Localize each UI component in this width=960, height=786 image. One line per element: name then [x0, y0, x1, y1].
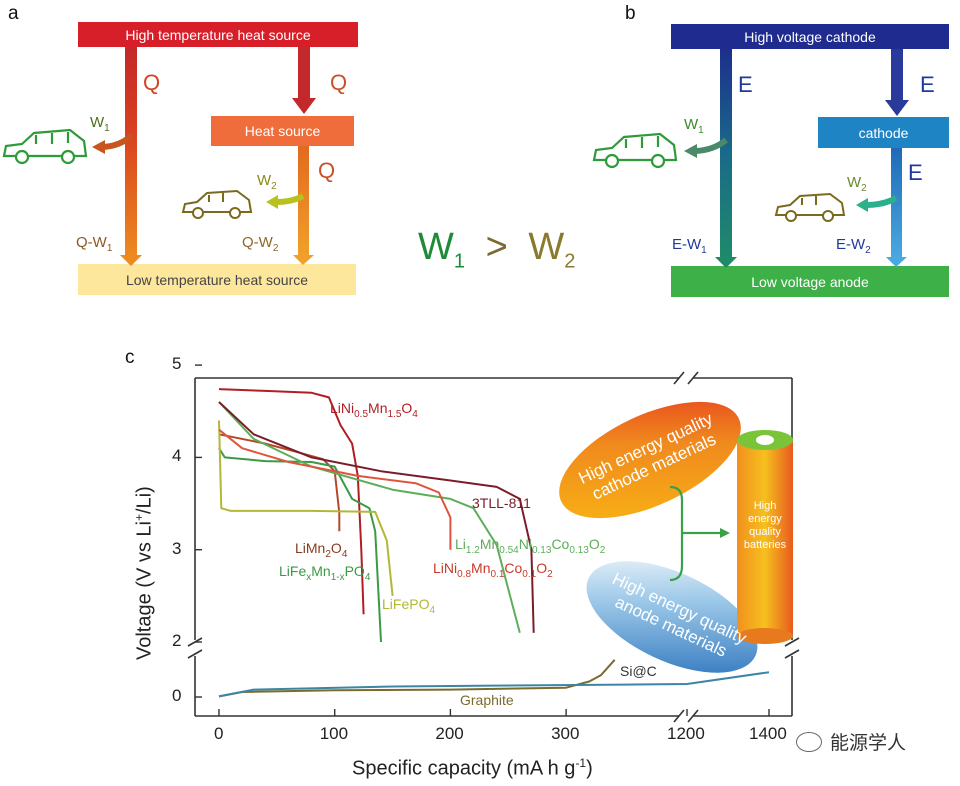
y-tick-label: 0 — [172, 686, 182, 705]
series-line-7 — [218, 659, 616, 698]
cathode-label: cathode — [858, 124, 909, 141]
chart-curves — [218, 388, 770, 698]
energy-flow-arrow-main-head — [715, 257, 737, 268]
w2-label-b: W2 — [847, 174, 867, 194]
low-temperature-source-box: Low temperature heat source — [78, 264, 356, 295]
x-tick-label: 1400 — [749, 724, 787, 743]
energy-flow-arrow-second-head — [886, 257, 907, 267]
y-axis-title: Voltage (V vs Li+/Li) — [132, 486, 156, 660]
car-icon-small-a — [181, 189, 253, 219]
heat-flow-arrow-to-source — [298, 47, 310, 101]
panel-b-letter: b — [625, 3, 636, 24]
heat-source-label: Heat source — [244, 123, 321, 139]
axis-tick-marks — [195, 364, 770, 716]
car-icon-small-b — [774, 192, 846, 222]
panel-a-arrows — [92, 47, 316, 266]
energy-flow-arrow-to-cathode-head — [885, 100, 909, 116]
panel-c-letter: c — [125, 347, 135, 368]
series-line-2 — [218, 447, 382, 643]
heat-flow-arrow-second — [298, 146, 309, 256]
x-tick-label: 1200 — [667, 724, 705, 743]
work-arrow-w2-a-head — [266, 195, 278, 209]
work-arrow-w2-a — [275, 193, 305, 205]
curve-label-lifepo4: LiFePO4 — [382, 596, 436, 616]
heat-source-box: Heat source — [211, 116, 354, 146]
series-line-0 — [218, 388, 365, 615]
watermark: 能源学人 — [796, 728, 906, 755]
x-tick-label: 100 — [319, 724, 349, 743]
work-arrow-w2-b-head — [856, 198, 868, 212]
anode-materials-bubble — [586, 561, 758, 673]
q-label-3: Q — [318, 158, 336, 183]
w1-label-b: W1 — [684, 116, 704, 136]
car-icon-large-b — [592, 132, 678, 169]
y-tick-label: 5 — [172, 354, 182, 374]
q-label-2: Q — [330, 70, 348, 95]
x-axis-title: Specific capacity (mA h g-1) — [352, 756, 593, 780]
w1-label-a: W1 — [90, 114, 110, 134]
energy-flow-arrow-main — [720, 49, 732, 259]
cathode-materials-bubble — [559, 401, 741, 519]
series-line-4 — [218, 401, 521, 634]
y-tick-label: 3 — [172, 538, 182, 558]
low-voltage-anode-label: Low voltage anode — [751, 273, 869, 290]
curve-label-li-rich: Li1.2Mn0.54Ni0.13Co0.13O2 — [455, 536, 606, 556]
curve-label-graphite: Graphite — [460, 692, 514, 708]
panel-b-arrows — [684, 49, 909, 268]
q-minus-w2-label: Q-W2 — [242, 234, 279, 254]
heat-flow-arrow-to-source-head — [292, 98, 316, 114]
battery-icon — [737, 430, 793, 644]
curve-label-lifemnpo4: LiFexMn1-xPO4 — [279, 563, 371, 583]
work-arrow-w1-a — [102, 133, 134, 150]
w2-label-a: W2 — [257, 172, 277, 192]
energy-flow-arrow-to-cathode — [891, 49, 903, 103]
high-temperature-source-box: High temperature heat source — [78, 22, 358, 47]
heat-flow-arrow-main-head — [120, 255, 142, 266]
efficiency-comparison: W1 > W2 — [418, 226, 576, 273]
y-tick-label: 2 — [172, 631, 182, 650]
y-tick-label: 4 — [172, 446, 182, 466]
e-label-1: E — [738, 72, 753, 97]
car-icon-large-a — [2, 128, 88, 165]
heat-flow-arrow-second-head — [293, 255, 314, 265]
series-line-6 — [218, 401, 535, 633]
x-tick-label: 0 — [214, 724, 224, 743]
high-temperature-source-label: High temperature heat source — [125, 26, 311, 43]
panel-a-letter: a — [8, 3, 19, 24]
work-arrow-w2-b — [865, 195, 898, 208]
low-voltage-anode-box: Low voltage anode — [671, 266, 949, 297]
series-line-8 — [218, 671, 770, 698]
q-label-1: Q — [143, 70, 161, 95]
bracket-arrow — [669, 485, 730, 582]
x-tick-label: 300 — [551, 724, 580, 743]
curve-label-3tll-811: 3TLL-811 — [472, 495, 531, 511]
cathode-box: cathode — [818, 117, 949, 148]
curve-label-lnmo: LiNi0.5Mn1.5O4 — [330, 400, 418, 420]
e-label-2: E — [920, 72, 935, 97]
battery-text: High energy quality batteries — [743, 500, 787, 551]
high-voltage-cathode-box: High voltage cathode — [671, 24, 949, 49]
work-arrow-w1-b-head — [684, 144, 697, 158]
series-line-5 — [218, 428, 452, 550]
work-arrow-w1-a-head — [92, 140, 105, 154]
curve-label-si-c: Si@C — [620, 663, 657, 679]
low-temperature-source-label: Low temperature heat source — [125, 271, 309, 288]
q-minus-w1-label: Q-W1 — [76, 234, 113, 254]
curve-label-limn2o4: LiMn2O4 — [295, 540, 348, 560]
curve-label-ncm811: LiNi0.8Mn0.1Co0.1O2 — [433, 560, 553, 580]
series-line-3 — [218, 420, 394, 597]
heat-flow-arrow-main — [125, 47, 137, 257]
e-minus-w2-label: E-W2 — [836, 236, 871, 256]
high-voltage-cathode-label: High voltage cathode — [744, 28, 876, 45]
series-line-1 — [218, 433, 341, 532]
e-label-3: E — [908, 160, 923, 185]
e-minus-w1-label: E-W1 — [672, 236, 707, 256]
work-arrow-w1-b — [695, 137, 728, 154]
energy-flow-arrow-second — [891, 148, 902, 258]
x-tick-label: 200 — [435, 724, 464, 743]
wechat-icon — [796, 731, 822, 752]
